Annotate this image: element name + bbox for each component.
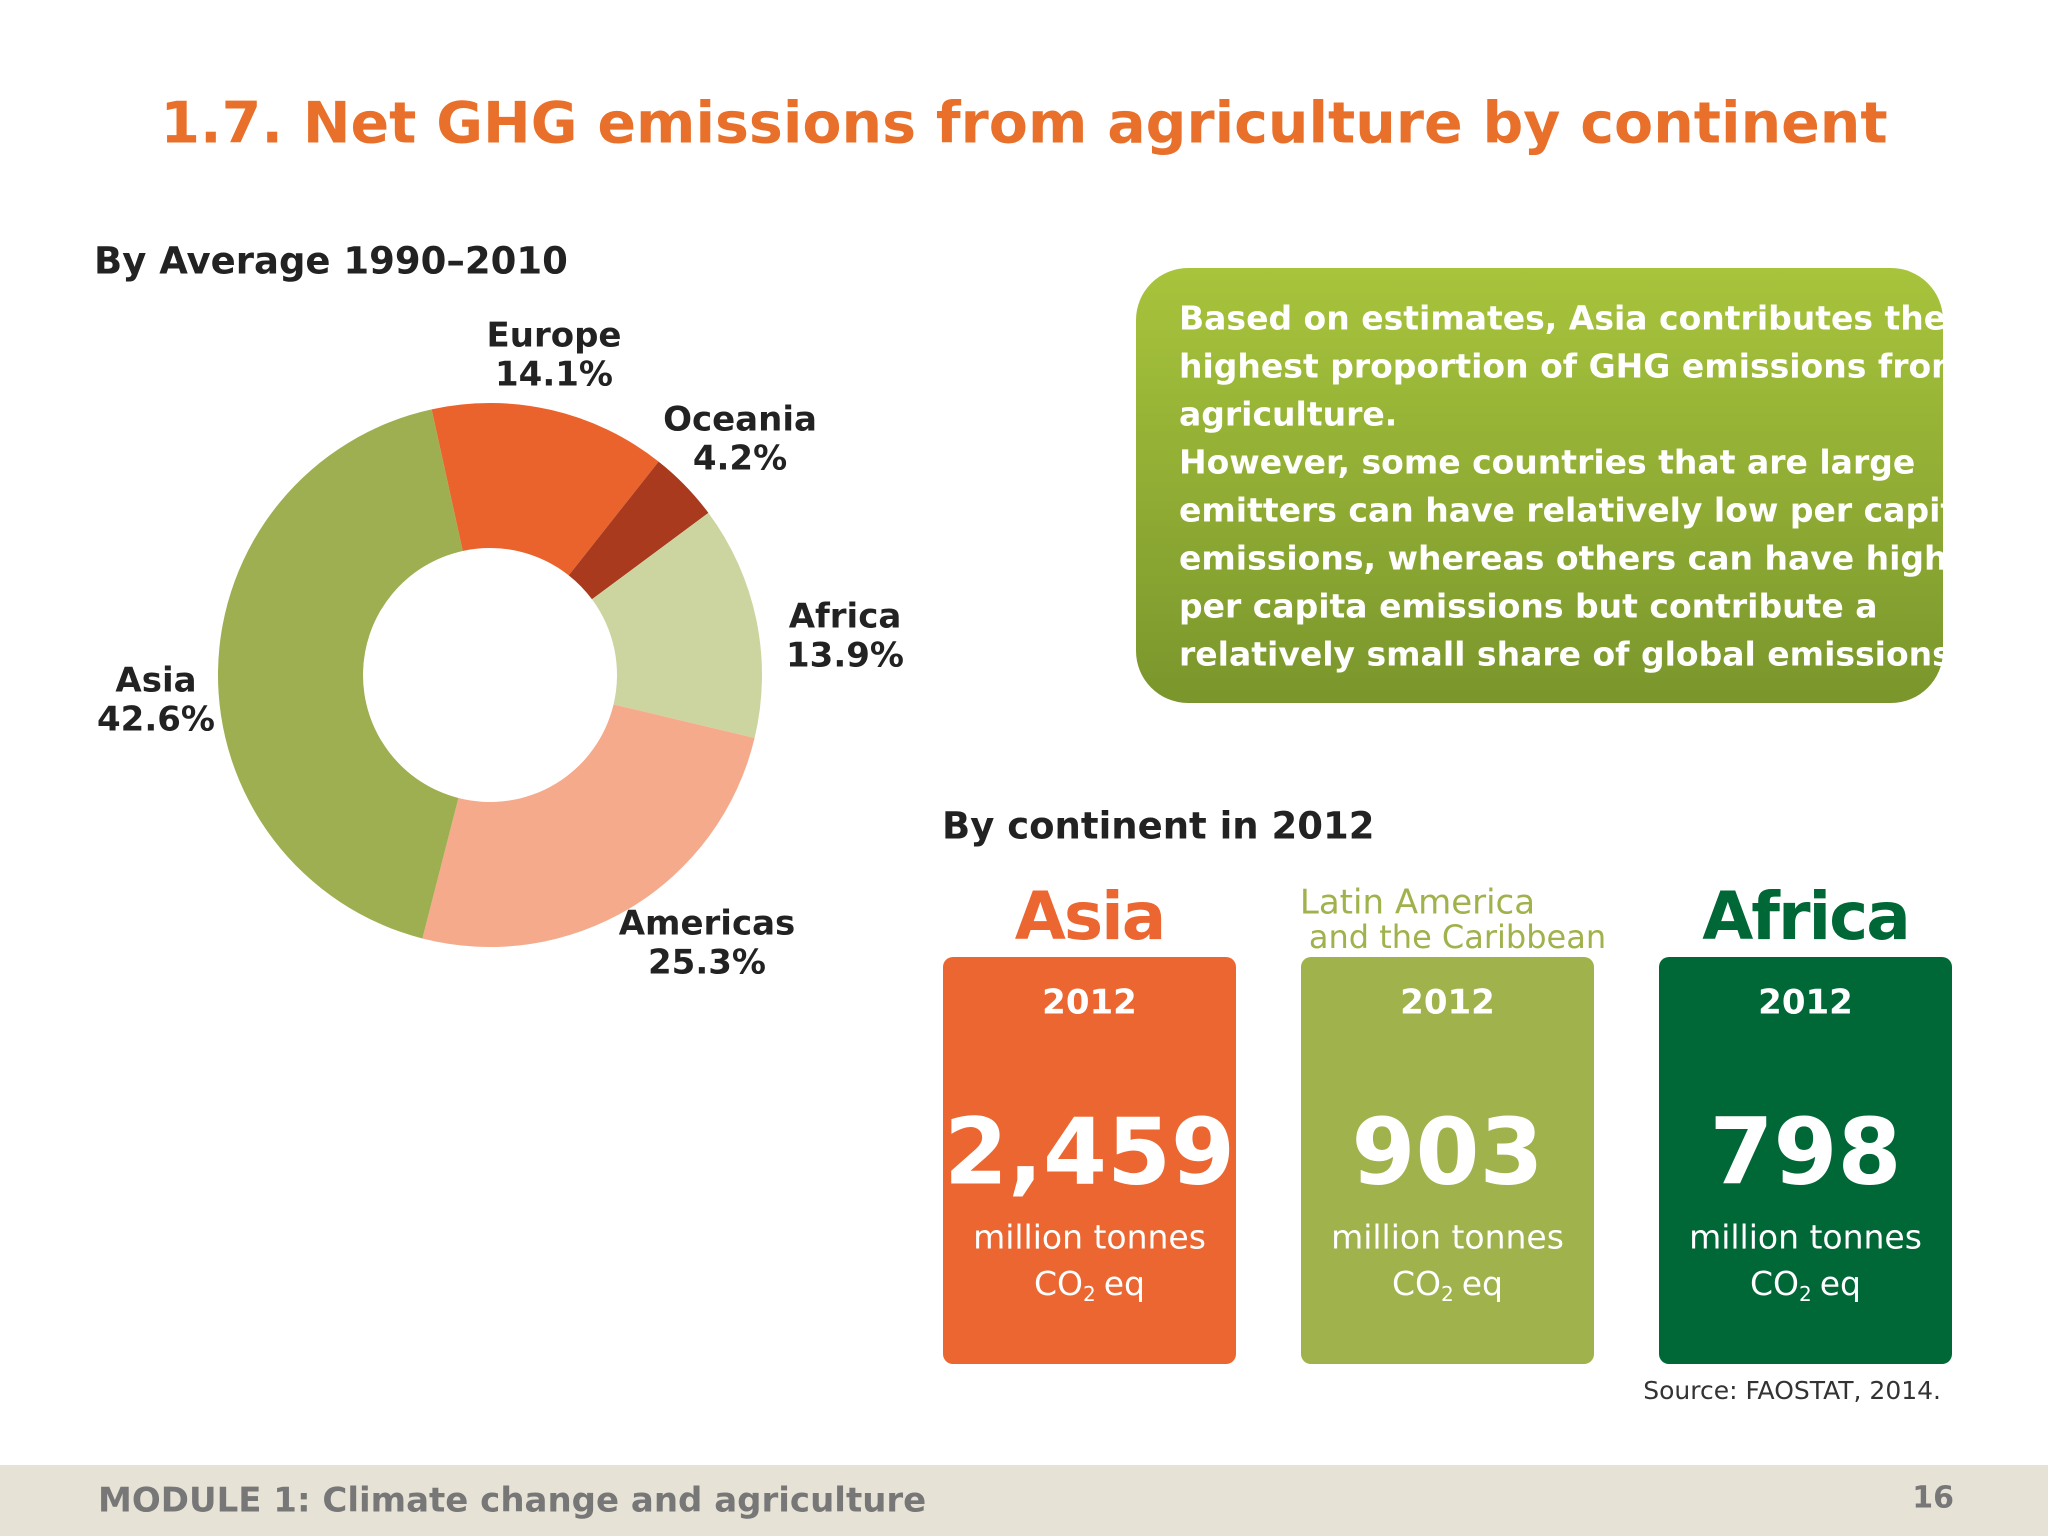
footer-band: [0, 1465, 2048, 1536]
donut-segment: [568, 461, 709, 600]
card-year: 2012: [1400, 983, 1495, 1023]
card-unit: million tonnes: [1689, 1218, 1922, 1257]
card-name: Latin America: [1300, 883, 1535, 923]
callout-line: emitters can have relatively low per cap…: [1179, 491, 1978, 530]
card-co2: CO2 eq: [1392, 1264, 1503, 1306]
card-year: 2012: [1042, 983, 1137, 1023]
callout-line: emissions, whereas others can have high: [1179, 539, 1948, 578]
callout-line: agriculture.: [1179, 395, 1397, 434]
card-co2: CO2 eq: [1750, 1264, 1861, 1306]
segment-name: Europe: [487, 316, 622, 356]
footer-module: MODULE 1: Climate change and agriculture: [98, 1481, 926, 1521]
segment-value: 14.1%: [495, 355, 613, 395]
card-year: 2012: [1758, 983, 1853, 1023]
co2-sub: 2: [1799, 1282, 1812, 1306]
card: [1301, 957, 1594, 1364]
donut-segment: [217, 409, 463, 939]
callout-line: highest proportion of GHG emissions from: [1179, 347, 1966, 386]
segment-name: Asia: [115, 661, 196, 701]
card-unit: million tonnes: [1331, 1218, 1564, 1257]
card-name: Africa: [1702, 878, 1909, 955]
card-value: 903: [1351, 1098, 1543, 1205]
co2-co: CO: [1750, 1264, 1799, 1303]
card-co2: CO2 eq: [1034, 1264, 1145, 1306]
donut-segment: [591, 512, 762, 739]
donut-segment: [422, 704, 755, 947]
segment-name: Americas: [619, 904, 796, 944]
segment-value: 4.2%: [693, 439, 787, 479]
card-unit: million tonnes: [973, 1218, 1206, 1257]
card: [943, 957, 1236, 1364]
segment-value: 13.9%: [786, 636, 904, 676]
source: Source: FAOSTAT, 2014.: [1643, 1376, 1941, 1405]
co2-sub: 2: [1441, 1282, 1454, 1306]
callout-line: per capita emissions but contribute a: [1179, 587, 1878, 626]
co2-sub: 2: [1083, 1282, 1096, 1306]
segment-name: Oceania: [663, 400, 817, 440]
callout-box: [1136, 268, 1943, 703]
segment-name: Africa: [789, 597, 902, 637]
callout-line: However, some countries that are large: [1179, 443, 1915, 482]
co2-co: CO: [1392, 1264, 1441, 1303]
page-number: 16: [1912, 1481, 1954, 1516]
card-name: Asia: [1015, 878, 1165, 955]
callout-line: relatively small share of global emissio…: [1179, 635, 1964, 674]
callout-line: Based on estimates, Asia contributes the: [1179, 299, 1946, 338]
card-value: 798: [1709, 1098, 1901, 1205]
card-name: and the Caribbean: [1309, 918, 1606, 956]
card-value: 2,459: [944, 1098, 1235, 1205]
donut-segment: [431, 403, 659, 576]
segment-value: 42.6%: [97, 700, 215, 740]
co2-co: CO: [1034, 1264, 1083, 1303]
segment-value: 25.3%: [648, 943, 766, 983]
co2-eq: eq: [1104, 1264, 1145, 1303]
cards-title: By continent in 2012: [942, 805, 1375, 848]
slide-title: 1.7. Net GHG emissions from agriculture …: [160, 91, 1887, 157]
co2-eq: eq: [1462, 1264, 1503, 1303]
card: [1659, 957, 1952, 1364]
chart-title: By Average 1990–2010: [94, 240, 568, 283]
co2-eq: eq: [1820, 1264, 1861, 1303]
